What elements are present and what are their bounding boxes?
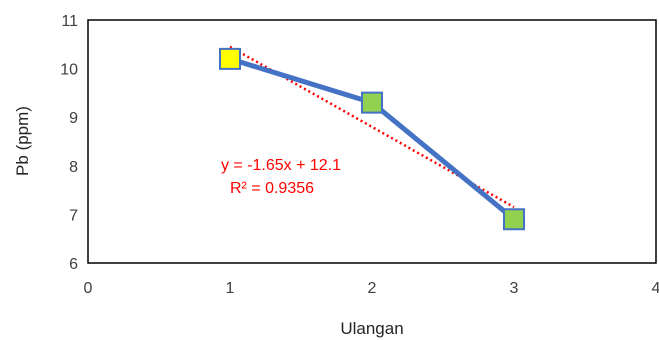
y-tick-label: 7 [69,207,78,224]
plot-area [87,19,657,264]
y-tick-label: 10 [60,62,78,79]
x-tick-label: 0 [84,280,93,297]
data-point [219,47,241,70]
x-tick-label: 3 [510,280,519,297]
x-tick-label: 4 [652,280,659,297]
x-tick-label: 2 [368,280,377,297]
y-tick-label: 8 [69,159,78,176]
y-axis-title: Pb (ppm) [13,106,32,176]
trendline-equation: y = -1.65x + 12.1 [221,157,341,174]
data-point [503,208,525,231]
series-markers [219,47,525,231]
y-axis-ticks: 6 7 8 9 10 11 [60,13,78,273]
y-tick-label: 11 [61,13,78,30]
data-point [361,91,383,114]
r-squared-label: R² = 0.9356 [230,180,314,197]
y-tick-label: 9 [69,110,78,127]
x-axis-ticks: 0 1 2 3 4 [84,280,659,297]
y-tick-label: 6 [69,256,78,273]
x-axis-title: Ulangan [340,319,403,338]
x-tick-label: 1 [226,280,235,297]
